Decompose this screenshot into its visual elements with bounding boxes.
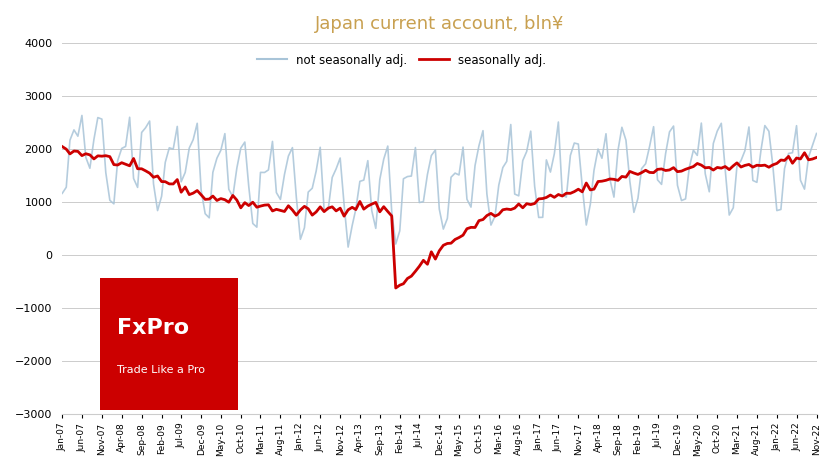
Title: Japan current account, bln¥: Japan current account, bln¥ — [314, 15, 564, 33]
Legend: not seasonally adj., seasonally adj.: not seasonally adj., seasonally adj. — [252, 49, 551, 71]
Text: Trade Like a Pro: Trade Like a Pro — [117, 365, 205, 375]
Text: FxPro: FxPro — [117, 318, 189, 338]
